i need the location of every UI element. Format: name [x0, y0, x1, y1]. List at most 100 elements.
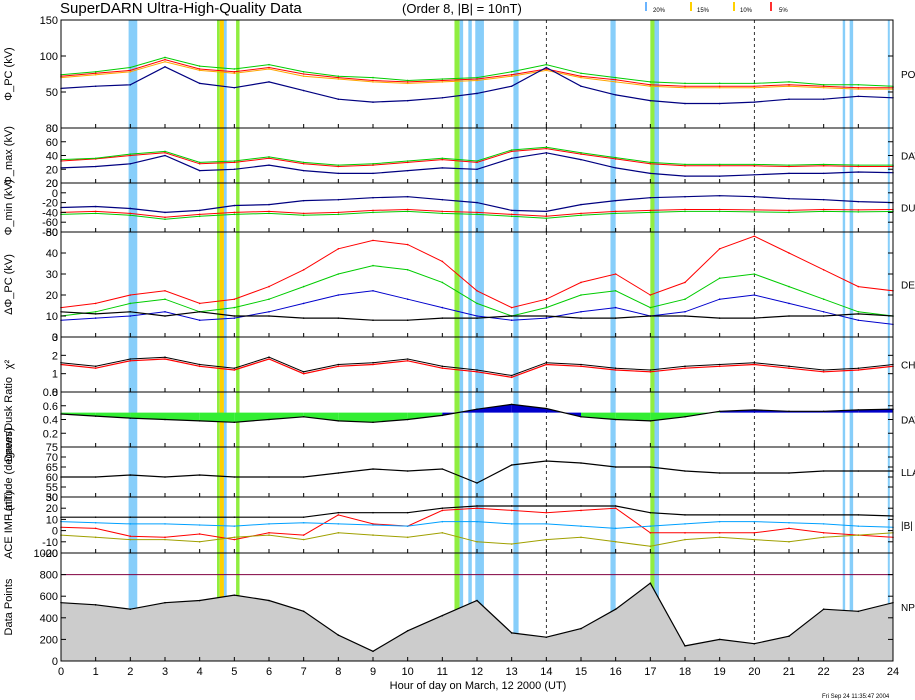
data-point-phi_pc-1-23 — [857, 84, 860, 86]
data-point-imf-1-20 — [753, 520, 756, 523]
y-axis-label: ΔΦ_PC (kV) — [3, 254, 15, 315]
data-point-npts-0-7 — [302, 610, 305, 613]
data-point-phi_max-1-3 — [164, 150, 166, 153]
data-point-phi_pc-0-12 — [476, 78, 478, 80]
data-point-phi_max-2-19 — [718, 175, 721, 177]
data-point-phi_min-1-8 — [337, 213, 340, 216]
data-point-phi_pc-2-12 — [476, 79, 478, 82]
x-tick-label: 3 — [162, 666, 168, 678]
data-point-npts-0-9 — [372, 650, 374, 653]
data-point-phi_min-2-2 — [129, 207, 132, 210]
data-point-phi_pc-2-8 — [337, 78, 340, 80]
x-axis-label: Hour of day on March, 12 2000 (UT) — [390, 680, 567, 692]
data-point-delta_phi-2-9 — [372, 290, 374, 292]
data-point-phi_max-2-14 — [545, 151, 548, 154]
data-point-phi_pc-3-5 — [233, 86, 236, 89]
data-point-ratio-0-8 — [337, 420, 340, 422]
data-point-ratio-0-21 — [788, 410, 790, 413]
event-band-6 — [459, 20, 464, 661]
data-point-delta_phi-0-2 — [129, 294, 132, 296]
data-point-imf-2-13 — [510, 543, 513, 545]
y-axis-label: Φ_max (kV) — [3, 126, 15, 185]
data-point-imf-1-15 — [580, 525, 582, 527]
event-band-1 — [217, 20, 220, 661]
y-tick-label: -60 — [42, 217, 58, 229]
data-point-phi_pc-3-15 — [580, 85, 582, 88]
data-point-imf-2-23 — [857, 534, 860, 536]
data-point-delta_phi-2-16 — [614, 306, 617, 309]
data-point-phi_max-0-11 — [441, 158, 444, 161]
event-band-9 — [513, 20, 519, 661]
data-point-chi-0-10 — [406, 358, 409, 360]
data-point-imf-1-7 — [302, 521, 305, 524]
data-point-phi_min-2-6 — [268, 203, 270, 206]
data-point-delta_phi-3-23 — [857, 313, 860, 315]
data-point-phi_pc-2-1 — [94, 73, 97, 76]
data-point-phi_min-0-5 — [233, 211, 236, 214]
data-point-phi_min-1-17 — [649, 211, 652, 214]
y-tick-label: 40 — [46, 248, 58, 260]
data-point-delta_phi-0-7 — [302, 269, 305, 271]
data-point-ratio-0-14 — [545, 407, 548, 410]
data-point-delta_phi-2-19 — [718, 298, 721, 301]
data-point-phi_min-0-22 — [822, 208, 825, 211]
data-point-npts-0-15 — [580, 627, 582, 630]
data-point-imf-1-9 — [372, 524, 374, 526]
data-point-phi_pc-2-20 — [753, 86, 756, 89]
data-point-delta_phi-0-20 — [753, 235, 756, 237]
data-point-chi-1-4 — [198, 365, 201, 368]
data-point-imf-1-16 — [614, 527, 617, 530]
data-point-chi-0-22 — [822, 369, 825, 371]
data-point-phi_pc-0-13 — [510, 73, 513, 76]
data-point-phi_pc-2-23 — [857, 88, 860, 90]
ratio-fill-segment — [581, 412, 616, 420]
data-point-phi_pc-3-11 — [441, 96, 444, 99]
y-axis-label: Φ_min (kV) — [3, 180, 15, 236]
data-point-imf-2-8 — [337, 532, 340, 534]
y-tick-label: 20 — [46, 290, 58, 302]
data-point-ratio-0-9 — [372, 421, 374, 424]
data-point-chi-1-16 — [614, 369, 617, 371]
event-band-4 — [236, 20, 240, 661]
ratio-fill-segment — [269, 412, 304, 420]
data-point-npts-0-4 — [198, 599, 201, 602]
y-tick-label: 0.6 — [43, 401, 58, 413]
data-point-ratio-0-11 — [441, 414, 444, 417]
ratio-fill-segment — [407, 412, 443, 420]
data-point-npts-0-17 — [649, 582, 652, 585]
data-point-lat-0-11 — [441, 468, 444, 470]
data-point-phi_max-0-5 — [233, 161, 236, 164]
data-point-chi-0-14 — [545, 361, 548, 364]
data-point-phi_min-2-7 — [302, 199, 305, 202]
y-tick-label: 10 — [46, 514, 58, 526]
data-point-phi_min-2-23 — [857, 200, 860, 203]
x-tick-label: 4 — [197, 666, 203, 678]
data-point-imf-0-20 — [753, 532, 756, 534]
data-point-delta_phi-0-19 — [718, 248, 721, 250]
y-tick-label: 1000 — [34, 548, 58, 560]
x-tick-label: 21 — [783, 666, 795, 678]
right-panel-label: |B| — [901, 521, 913, 532]
data-point-delta_phi-1-19 — [718, 277, 721, 280]
data-point-phi_pc-1-12 — [476, 76, 478, 79]
data-point-delta_phi-0-12 — [476, 290, 478, 292]
data-point-phi_pc-1-14 — [545, 63, 548, 66]
data-point-delta_phi-3-8 — [337, 317, 340, 319]
data-point-lat-0-16 — [614, 466, 617, 468]
data-point-imf-3-4 — [198, 516, 201, 518]
data-point-delta_phi-2-12 — [476, 315, 478, 317]
data-point-delta_phi-3-22 — [822, 315, 825, 317]
data-point-delta_phi-1-23 — [857, 311, 860, 313]
data-point-lat-0-19 — [718, 472, 721, 474]
data-point-chi-1-7 — [302, 372, 305, 375]
data-point-phi_min-0-10 — [406, 208, 409, 211]
data-point-phi_pc-1-9 — [372, 76, 374, 79]
data-point-phi_max-2-10 — [406, 169, 409, 172]
data-point-phi_min-0-23 — [857, 209, 860, 211]
y-tick-label: 60 — [46, 137, 58, 149]
data-point-npts-0-18 — [684, 645, 686, 647]
data-point-phi_min-2-15 — [580, 203, 582, 206]
data-point-phi_pc-0-22 — [822, 85, 825, 88]
data-point-phi_max-2-2 — [129, 162, 132, 165]
